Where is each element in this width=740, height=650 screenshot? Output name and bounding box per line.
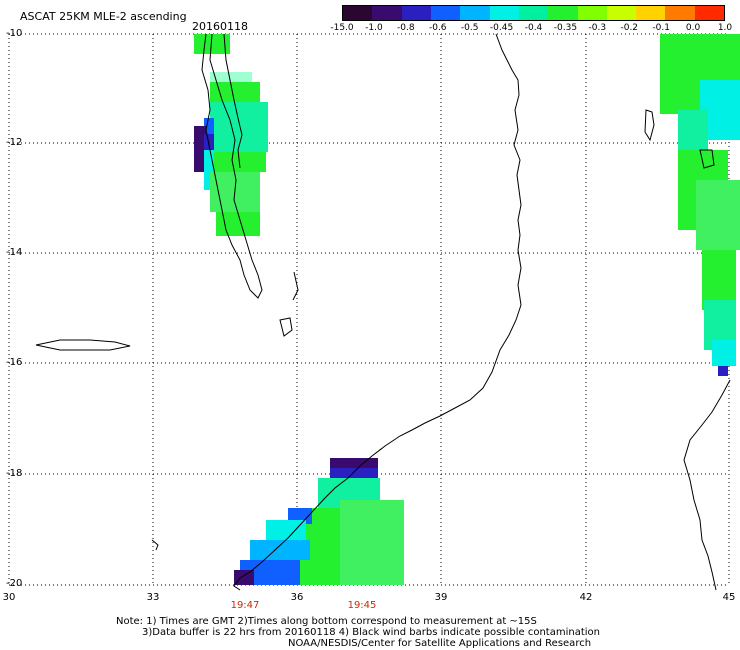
- coastline-lake-shore-east: [292, 271, 299, 301]
- colorbar-label: -1.0: [365, 23, 383, 33]
- lon-label: 36: [290, 592, 304, 603]
- wind-cell: [696, 180, 740, 250]
- colorbar-segment: [694, 6, 725, 20]
- wind-cell: [210, 102, 268, 152]
- colorbar-label: -0.8: [397, 23, 415, 33]
- lat-label: -20: [6, 578, 23, 589]
- wind-cell: [678, 110, 708, 150]
- lon-label: 42: [579, 592, 593, 603]
- coastline-lake-malawi: [201, 33, 263, 299]
- coastline-lake-shore: [223, 33, 243, 169]
- colorbar-label: -15.0: [330, 23, 354, 33]
- colorbar-label: -0.3: [588, 23, 607, 33]
- colorbar-segment: [548, 6, 578, 20]
- coastline: [35, 33, 731, 591]
- colorbar-segment: [430, 6, 461, 20]
- wind-cell: [194, 126, 206, 172]
- wind-cell: [210, 82, 260, 102]
- colorbar-label: -0.35: [553, 23, 578, 33]
- lat-label: -14: [6, 247, 23, 258]
- lat-label: -10: [6, 28, 23, 39]
- lat-label: -18: [6, 468, 23, 479]
- colorbar-label: 1.0: [717, 23, 733, 33]
- wind-cell: [194, 34, 230, 54]
- lat-label: -12: [6, 137, 23, 148]
- coastline-lake-bangweulu: [35, 339, 131, 351]
- lon-label: 33: [146, 592, 160, 603]
- colorbar-label: -0.2: [620, 23, 639, 33]
- colorbar-segment: [665, 6, 695, 20]
- colorbar-segment: [606, 6, 637, 20]
- wind-cell: [330, 468, 378, 478]
- coastline-fragment: [151, 539, 159, 551]
- coastline-madagascar: [683, 379, 731, 591]
- graticule: [8, 33, 730, 586]
- map-title: ASCAT 25KM MLE-2 ascending: [20, 10, 187, 23]
- coastline-lake-kariba: [279, 317, 293, 337]
- colorbar-label: -0.4: [524, 23, 543, 33]
- coastline-island: [699, 149, 715, 169]
- map-date: 20160118: [192, 20, 248, 33]
- wind-cell: [330, 458, 378, 468]
- colorbar-label: -0.5: [460, 23, 479, 33]
- colorbar-label: 0.0: [685, 23, 701, 33]
- wind-cell: [216, 212, 260, 236]
- colorbar-labels: -15.0 -1.0 -0.8 -0.6 -0.5 -0.45 -0.4 -0.…: [330, 23, 732, 35]
- footnote-line-2: 3)Data buffer is 22 hrs from 20160118 4)…: [142, 627, 600, 638]
- wind-cell: [210, 72, 252, 82]
- footnote-line-1: Note: 1) Times are GMT 2)Times along bot…: [116, 616, 537, 627]
- coastline-africa: [233, 33, 522, 591]
- wind-cell: [214, 152, 266, 172]
- wind-cell: [234, 570, 254, 585]
- colorbar-segment: [518, 6, 549, 20]
- wind-cell: [712, 340, 736, 366]
- colorbar-segment: [636, 6, 666, 20]
- time-label: 19:45: [347, 600, 377, 611]
- colorbar-label: -0.1: [652, 23, 670, 33]
- colorbar-segment: [343, 6, 373, 20]
- lon-label: 39: [434, 592, 448, 603]
- wind-speed-cells: [194, 34, 740, 585]
- time-label: 19:47: [230, 600, 260, 611]
- lat-label: -16: [6, 357, 23, 368]
- wind-cell: [718, 366, 728, 376]
- colorbar-label: -0.45: [489, 23, 514, 33]
- colorbar-segment: [372, 6, 402, 20]
- colorbar: [342, 5, 725, 21]
- lon-label: 45: [722, 592, 736, 603]
- colorbar-segment: [577, 6, 607, 20]
- colorbar-segment: [460, 6, 490, 20]
- lon-label: 30: [2, 592, 16, 603]
- wind-cell: [340, 500, 404, 585]
- footnote-line-3: NOAA/NESDIS/Center for Satellite Applica…: [288, 638, 592, 649]
- colorbar-segment: [401, 6, 431, 20]
- colorbar-segment: [489, 6, 519, 20]
- coastline-comoros: [644, 109, 655, 142]
- wind-cell: [204, 134, 214, 150]
- wind-cell: [204, 118, 214, 134]
- wind-cell: [204, 150, 214, 190]
- colorbar-label: -0.6: [428, 23, 447, 33]
